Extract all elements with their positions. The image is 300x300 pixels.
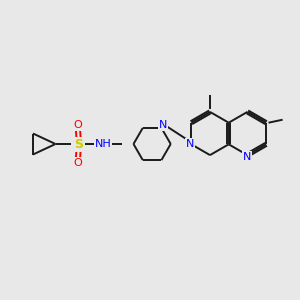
Text: N: N [186, 139, 194, 149]
Text: S: S [74, 137, 83, 151]
Text: O: O [74, 120, 82, 130]
Text: N: N [243, 152, 252, 162]
Text: NH: NH [95, 139, 112, 149]
Text: O: O [74, 158, 82, 168]
Text: N: N [159, 121, 167, 130]
